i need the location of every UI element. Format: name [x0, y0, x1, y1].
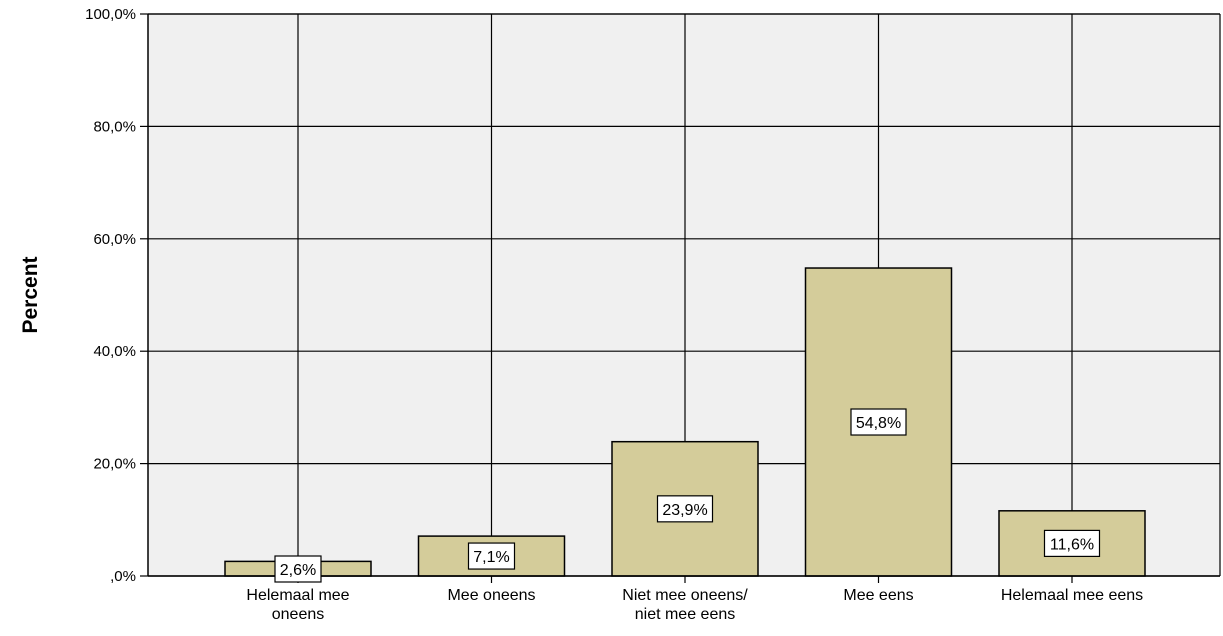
- x-category-label-line: oneens: [272, 606, 325, 623]
- data-label: 7,1%: [467, 542, 516, 570]
- y-tick-labels: ,0% 20,0% 40,0% 60,0% 80,0% 100,0%: [85, 6, 136, 585]
- y-tick-label: ,0%: [110, 568, 136, 585]
- x-category-label: Mee eens: [843, 587, 913, 604]
- axes: [140, 13, 1221, 583]
- x-category-label-line: Mee eens: [843, 587, 913, 604]
- y-tick-label: 60,0%: [93, 231, 136, 248]
- data-label-box: [1043, 529, 1101, 558]
- y-tick-label: 40,0%: [93, 343, 136, 360]
- x-category-label: Niet mee oneens/niet mee eens: [622, 587, 748, 623]
- x-category-labels: Helemaal mee oneens Mee oneens Niet mee one…: [246, 587, 1143, 623]
- data-label: 23,9%: [656, 495, 714, 523]
- x-category-label: Helemaal mee oneens: [246, 587, 349, 623]
- data-label-text: 2,6%: [280, 562, 316, 579]
- data-labels: 2,6% 7,1% 23,9% 54,8% 11,6%: [274, 408, 1101, 583]
- x-category-label-line: Mee oneens: [447, 587, 535, 604]
- data-label-text: 23,9%: [662, 502, 707, 519]
- y-tick-label: 20,0%: [93, 456, 136, 473]
- x-category-label-line: Helemaal mee: [246, 587, 349, 604]
- data-label-box: [850, 408, 907, 436]
- x-category-label-line: niet mee eens: [635, 606, 736, 623]
- data-label-box: [274, 555, 322, 583]
- y-axis-label: Percent: [19, 256, 42, 333]
- y-tick-label: 80,0%: [93, 118, 136, 135]
- x-category-label-line: Niet mee oneens/: [622, 587, 748, 604]
- data-label-text: 7,1%: [473, 549, 509, 566]
- x-category-label: Helemaal mee eens: [1001, 587, 1143, 604]
- data-label: 11,6%: [1043, 529, 1101, 558]
- data-label-text: 11,6%: [1050, 536, 1094, 553]
- data-label-box: [656, 495, 714, 523]
- data-label-text: 54,8%: [856, 415, 901, 432]
- data-label: 2,6%: [274, 555, 322, 583]
- y-tick-label: 100,0%: [85, 6, 136, 23]
- x-category-label: Mee oneens: [447, 587, 535, 604]
- data-label: 54,8%: [850, 408, 907, 436]
- x-category-label-line: Helemaal mee eens: [1001, 587, 1143, 604]
- data-label-box: [467, 542, 516, 570]
